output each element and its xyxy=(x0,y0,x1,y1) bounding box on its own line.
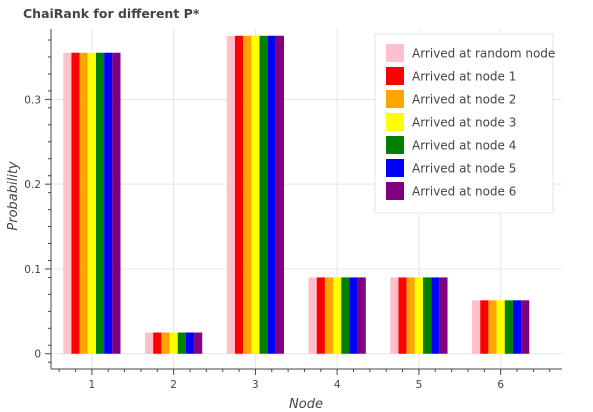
bar xyxy=(349,277,358,354)
bars xyxy=(63,35,530,354)
bar xyxy=(95,52,105,354)
bar xyxy=(504,300,513,354)
bar xyxy=(177,332,186,354)
legend: Arrived at random node Arrived at node 1 A… xyxy=(374,33,555,214)
bar xyxy=(112,52,121,354)
bar xyxy=(79,52,88,354)
bar xyxy=(480,300,489,354)
y-tick-label: 0 xyxy=(34,349,41,361)
bar xyxy=(153,332,162,354)
bar xyxy=(496,300,505,354)
legend-label: Arrived at node 1 xyxy=(412,70,516,84)
legend-label: Arrived at node 3 xyxy=(412,116,516,130)
y-tick-label: 0.3 xyxy=(24,94,41,106)
bar xyxy=(521,300,530,354)
bar xyxy=(194,332,203,354)
x-tick-label: 4 xyxy=(334,379,341,391)
legend-swatch xyxy=(386,90,404,108)
legend-swatch xyxy=(386,44,404,62)
x-tick-label: 5 xyxy=(416,379,423,391)
bar xyxy=(104,52,113,354)
bar xyxy=(414,277,424,354)
bar xyxy=(234,35,244,354)
bar xyxy=(243,35,252,354)
bar xyxy=(512,300,522,354)
x-tick-label: 3 xyxy=(252,379,259,391)
legend-label: Arrived at random node xyxy=(412,47,555,61)
bar xyxy=(488,300,497,354)
bar xyxy=(169,332,178,354)
bar xyxy=(161,332,170,354)
y-axis-label: Probability xyxy=(6,161,21,231)
legend-label: Arrived at node 2 xyxy=(412,93,516,107)
bar xyxy=(145,332,154,354)
legend-swatch xyxy=(386,159,404,177)
bar xyxy=(308,277,317,354)
bar xyxy=(259,35,268,354)
legend-swatch xyxy=(386,67,404,85)
bar xyxy=(398,277,407,354)
bar xyxy=(406,277,415,354)
bar xyxy=(390,277,399,354)
bar xyxy=(472,300,481,354)
bar xyxy=(226,35,235,354)
bar xyxy=(324,277,334,354)
bar xyxy=(423,277,432,354)
bar xyxy=(316,277,325,354)
legend-box xyxy=(374,33,554,214)
bar xyxy=(267,35,276,354)
x-tick-label: 6 xyxy=(497,379,504,391)
x-axis-label: Node xyxy=(289,397,323,412)
bar xyxy=(275,35,285,354)
bar xyxy=(251,35,260,354)
bar xyxy=(333,277,342,354)
bar xyxy=(71,52,80,354)
bar xyxy=(87,52,96,354)
x-tick-label: 1 xyxy=(89,379,96,391)
bar xyxy=(185,332,195,354)
legend-label: Arrived at node 6 xyxy=(412,185,516,199)
x-tick-label: 2 xyxy=(170,379,177,391)
chart-title: ChaiRank for different P* xyxy=(23,6,200,21)
bar xyxy=(439,277,448,354)
bar xyxy=(431,277,440,354)
legend-swatch xyxy=(386,182,404,200)
legend-swatch xyxy=(386,113,404,131)
y-tick-label: 0.1 xyxy=(24,264,41,276)
bar xyxy=(341,277,350,354)
bar xyxy=(63,52,72,354)
y-tick-label: 0.2 xyxy=(24,179,41,191)
legend-label: Arrived at node 5 xyxy=(412,162,516,176)
bar xyxy=(357,277,366,354)
legend-swatch xyxy=(386,136,404,154)
legend-label: Arrived at node 4 xyxy=(412,139,516,153)
axes: 0 0.1 0.2 0.3 1 2 3 4 5 6 xyxy=(24,29,562,391)
